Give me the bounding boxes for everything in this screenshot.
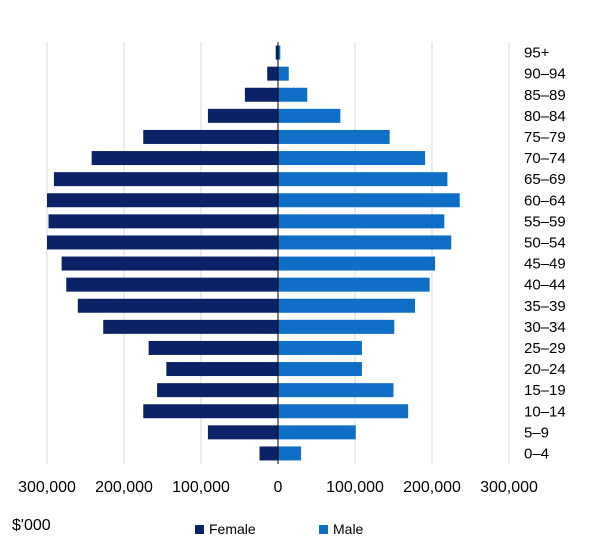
bar-male-5 [278,340,362,355]
x-tick-label-3: 0 [274,479,283,496]
age-group-label-4: 20–24 [524,361,566,378]
bar-male-12 [278,193,460,208]
age-group-label-14: 70–74 [524,150,566,167]
legend-item-female: Female [195,521,256,537]
legend-label-female: Female [209,521,256,537]
bar-female-4 [166,362,278,377]
bar-female-18 [267,66,278,81]
bar-male-9 [278,256,436,271]
bar-female-10 [47,235,278,250]
age-group-label-2: 10–14 [524,403,566,420]
bar-female-13 [53,172,279,187]
bar-male-10 [278,235,452,250]
bar-female-19 [275,45,278,60]
bar-female-14 [91,151,278,166]
bar-female-16 [207,108,278,123]
x-tick-label-4: 100,000 [326,479,384,496]
age-group-label-11: 55–59 [524,213,566,230]
age-group-label-7: 35–39 [524,298,566,315]
bar-female-1 [207,425,278,440]
age-group-label-8: 40–44 [524,277,566,294]
bar-female-17 [244,87,278,102]
age-group-label-6: 30–34 [524,319,566,336]
age-group-label-5: 25–29 [524,340,566,357]
age-group-label-15: 75–79 [524,129,566,146]
bar-male-7 [278,298,416,313]
bar-female-6 [103,319,279,334]
bar-male-17 [278,87,308,102]
legend-item-male: Male [319,521,363,537]
bar-female-0 [259,446,278,461]
bar-male-1 [278,425,356,440]
bar-male-2 [278,404,409,419]
bar-female-9 [61,256,278,271]
age-group-label-12: 60–64 [524,192,566,209]
bar-female-12 [47,193,278,208]
bar-male-4 [278,362,362,377]
bar-male-14 [278,151,426,166]
age-group-label-3: 15–19 [524,382,566,399]
bar-female-7 [77,298,278,313]
x-tick-label-6: 300,000 [480,479,538,496]
bar-male-15 [278,129,390,144]
bar-male-3 [278,383,394,398]
age-group-label-18: 90–94 [524,66,566,83]
x-tick-label-1: 200,000 [95,479,153,496]
bar-female-2 [143,404,278,419]
legend-swatch-male [319,524,328,534]
bar-male-8 [278,277,430,292]
age-group-label-17: 85–89 [524,87,566,104]
bar-female-15 [143,129,278,144]
bar-male-11 [278,214,445,229]
bar-female-8 [66,277,278,292]
age-group-label-13: 65–69 [524,171,566,188]
bar-female-3 [157,383,278,398]
age-group-label-10: 50–54 [524,234,566,251]
x-tick-label-0: 300,000 [18,479,76,496]
bar-female-5 [148,340,278,355]
age-group-label-1: 5–9 [524,424,549,441]
age-group-label-9: 45–49 [524,256,566,273]
bar-male-18 [278,66,289,81]
bar-female-11 [48,214,278,229]
legend-label-male: Male [333,521,364,537]
age-group-label-0: 0–4 [524,445,549,462]
bar-male-19 [278,45,281,60]
x-axis-unit-label: $'000 [12,517,51,534]
legend-swatch-female [195,524,204,534]
bar-male-6 [278,319,395,334]
x-tick-label-5: 200,000 [403,479,461,496]
age-group-label-16: 80–84 [524,108,566,125]
x-tick-label-2: 100,000 [172,479,230,496]
bar-male-0 [278,446,302,461]
bar-male-16 [278,108,341,123]
age-group-label-19: 95+ [524,45,550,62]
bar-male-13 [278,172,448,187]
